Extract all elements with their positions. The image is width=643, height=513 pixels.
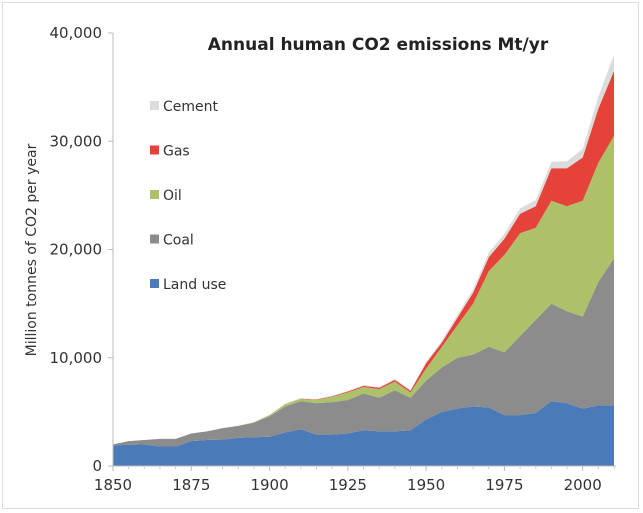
y-tick-label: 0 [92,457,102,475]
legend: Cement Gas Oil Coal Land use [150,99,226,293]
x-tick-label: 1950 [407,476,445,494]
legend-label: Oil [163,188,182,204]
area-coal [113,258,614,447]
y-tick-label: 40,000 [50,24,103,42]
legend-label: Land use [163,277,226,293]
x-tick-label: 1975 [485,476,523,494]
x-tick-label: 1925 [329,476,367,494]
legend-swatch-cement [150,101,159,110]
legend-swatch-oil [150,190,159,199]
chart-frame [2,2,639,509]
x-tick-label: 2000 [564,476,602,494]
y-tick-label: 10,000 [50,349,103,367]
y-tick-label: 20,000 [50,241,103,259]
legend-swatch-gas [150,145,159,155]
area-layers [113,54,614,466]
legend-swatch-land-use [150,279,159,288]
legend-swatch-coal [150,234,159,244]
x-tick-label: 1850 [94,476,132,494]
area-oil [113,135,614,445]
y-tick-label: 30,000 [50,132,103,150]
legend-label: Gas [163,144,190,160]
chart-title: Annual human CO2 emissions Mt/yr [208,35,549,55]
legend-label: Coal [163,233,194,249]
x-tick-label: 1900 [250,476,288,494]
area-land-use [113,401,614,466]
legend-label: Cement [163,99,219,115]
y-axis-label: Million tonnes of CO2 per year [24,143,40,356]
x-tick-label: 1875 [172,476,210,494]
